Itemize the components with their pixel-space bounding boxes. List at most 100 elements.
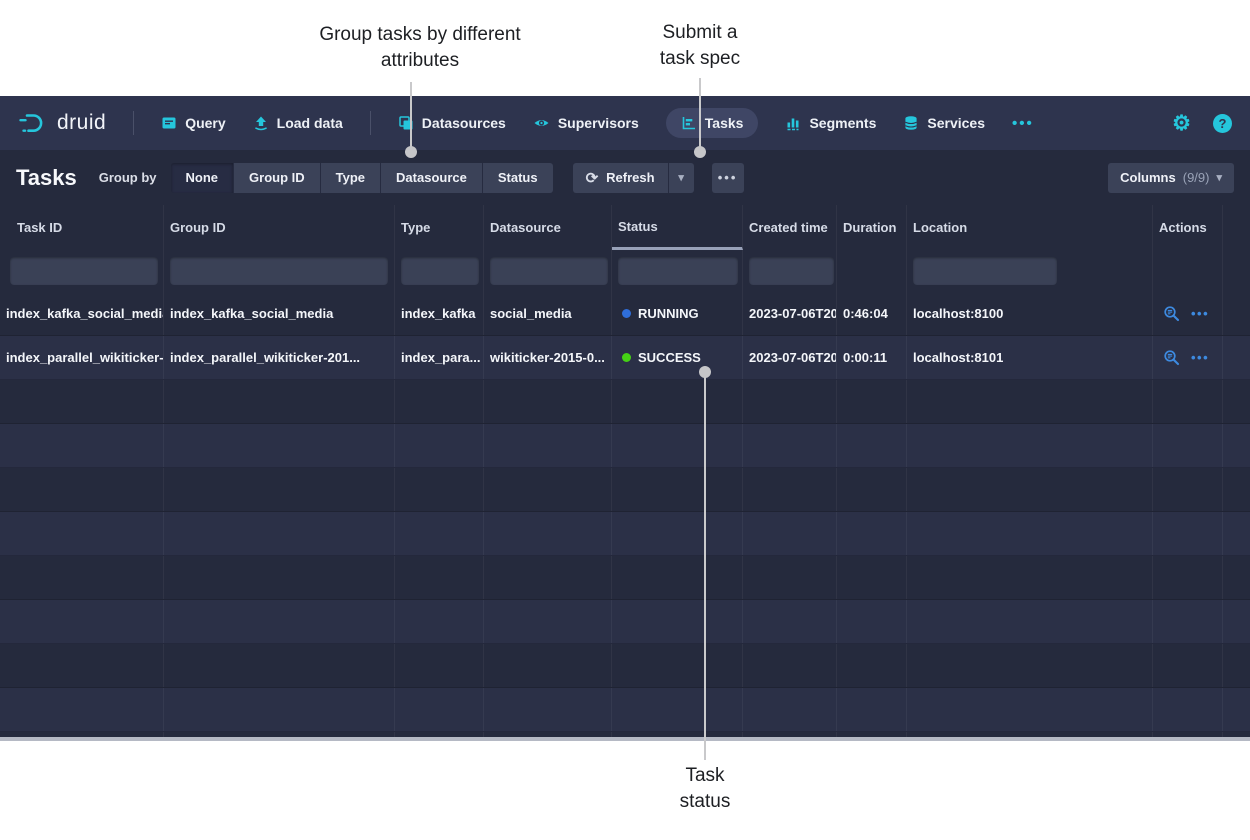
nav-item-label: Tasks — [705, 115, 744, 131]
groupby-callout-line1: Group tasks by different — [240, 22, 600, 48]
location-cell: localhost:8100 — [907, 292, 1153, 335]
empty-table-row — [0, 512, 1250, 556]
columns-picker-button[interactable]: Columns (9/9) ▾ — [1108, 163, 1234, 193]
column-header-location[interactable]: Location — [907, 205, 1153, 250]
group-by-type-button[interactable]: Type — [321, 163, 381, 193]
column-header-status[interactable]: Status — [612, 205, 743, 250]
caret-down-icon: ▾ — [678, 171, 684, 184]
table-body: index_kafka_social_media... index_kafka_… — [0, 292, 1250, 737]
services-icon — [903, 115, 919, 131]
nav-item-load-data[interactable]: Load data — [253, 115, 343, 131]
top-nav-bar: druid Query Load data — [0, 96, 1250, 150]
nav-item-services[interactable]: Services — [903, 115, 985, 131]
nav-divider — [370, 111, 371, 135]
nav-item-segments[interactable]: Segments — [785, 115, 876, 131]
refresh-caret-button[interactable]: ▾ — [668, 163, 694, 193]
submit-callout-line1: Submit a — [620, 20, 780, 46]
submit-task-button[interactable]: ••• — [712, 163, 744, 193]
column-header-duration[interactable]: Duration — [837, 205, 907, 250]
nav-item-query[interactable]: Query — [161, 115, 225, 131]
empty-table-row — [0, 688, 1250, 732]
nav-item-datasources[interactable]: Datasources — [398, 115, 506, 131]
nav-divider — [133, 111, 134, 135]
column-header-group-id[interactable]: Group ID — [164, 205, 395, 250]
group-id-filter-input[interactable] — [170, 257, 388, 285]
more-icon: ••• — [1012, 115, 1034, 132]
status-cell: RUNNING — [612, 292, 743, 335]
column-header-actions[interactable]: Actions — [1153, 205, 1223, 250]
type-cell: index_para... — [395, 336, 484, 379]
page-title: Tasks — [16, 165, 77, 191]
view-details-magnifier-icon[interactable] — [1163, 305, 1180, 322]
empty-table-row — [0, 380, 1250, 424]
group-id-cell: index_parallel_wikiticker-201... — [164, 336, 395, 379]
actions-cell: ••• — [1153, 292, 1223, 335]
created-time-filter-input[interactable] — [749, 257, 834, 285]
nav-item-label: Services — [927, 115, 985, 131]
columns-label: Columns — [1120, 170, 1176, 185]
table-filter-row — [0, 250, 1250, 292]
nav-item-tasks[interactable]: Tasks — [666, 108, 759, 138]
actions-filter-cell — [1153, 250, 1223, 292]
nav-item-label: Segments — [809, 115, 876, 131]
column-header-type[interactable]: Type — [395, 205, 484, 250]
status-filter-input[interactable] — [618, 257, 738, 285]
task-id-cell: index_parallel_wikiticker-2... — [0, 336, 164, 379]
location-cell: localhost:8101 — [907, 336, 1153, 379]
status-dot — [622, 353, 631, 362]
column-header-task-id[interactable]: Task ID — [0, 205, 164, 250]
type-filter-input[interactable] — [401, 257, 479, 285]
nav-item-label: Supervisors — [558, 115, 639, 131]
column-header-created-time[interactable]: Created time — [743, 205, 837, 250]
status-callout-line1: Task — [630, 763, 780, 789]
column-header-datasource[interactable]: Datasource — [484, 205, 612, 250]
table-header-row: Task ID Group ID Type Datasource Status … — [0, 205, 1250, 250]
groupby-callout-text: Group tasks by different attributes — [240, 22, 600, 74]
empty-table-row — [0, 468, 1250, 512]
columns-caret-icon: ▾ — [1216, 171, 1222, 184]
status-callout-text: Task status — [630, 763, 780, 815]
task-id-filter-input[interactable] — [10, 257, 158, 285]
empty-table-row — [0, 556, 1250, 600]
group-by-none-button[interactable]: None — [171, 163, 235, 193]
datasource-filter-input[interactable] — [490, 257, 608, 285]
tasks-icon — [681, 115, 697, 131]
created-time-cell: 2023-07-06T20:... — [743, 292, 837, 335]
empty-table-row — [0, 644, 1250, 688]
horizontal-scrollbar[interactable] — [0, 737, 1250, 741]
refresh-button[interactable]: ⟳ Refresh — [573, 169, 668, 187]
refresh-split-button: ⟳ Refresh ▾ — [573, 163, 694, 193]
location-filter-input[interactable] — [913, 257, 1057, 285]
actions-cell: ••• — [1153, 336, 1223, 379]
page: Group tasks by different attributes Subm… — [0, 0, 1250, 840]
tasks-toolbar: Tasks Group by None Group ID Type Dataso… — [0, 150, 1250, 205]
group-id-cell: index_kafka_social_media — [164, 292, 395, 335]
nav-more-menu-button[interactable]: ••• — [1012, 115, 1034, 132]
duration-filter-cell — [837, 250, 907, 292]
empty-rows — [0, 380, 1250, 737]
druid-logo[interactable]: druid — [18, 111, 106, 135]
table-row-running-task[interactable]: index_kafka_social_media... index_kafka_… — [0, 292, 1250, 336]
gear-icon[interactable]: ⚙ — [1172, 113, 1191, 134]
submit-callout-text: Submit a task spec — [620, 20, 780, 72]
duration-cell: 0:00:11 — [837, 336, 907, 379]
group-by-group-id-button[interactable]: Group ID — [234, 163, 321, 193]
empty-table-row — [0, 732, 1250, 737]
nav-item-supervisors[interactable]: Supervisors — [533, 115, 639, 131]
status-label: RUNNING — [638, 306, 699, 321]
status-dot — [622, 309, 631, 318]
row-more-actions-icon[interactable]: ••• — [1191, 350, 1209, 365]
query-icon — [161, 115, 177, 131]
row-more-actions-icon[interactable]: ••• — [1191, 306, 1209, 321]
table-row-success-task[interactable]: index_parallel_wikiticker-2... index_par… — [0, 336, 1250, 380]
druid-logo-icon — [18, 111, 48, 135]
task-id-cell: index_kafka_social_media... — [0, 292, 164, 335]
help-icon[interactable]: ? — [1213, 114, 1232, 133]
status-callout-line — [704, 377, 706, 760]
group-by-status-button[interactable]: Status — [483, 163, 553, 193]
type-cell: index_kafka — [395, 292, 484, 335]
druid-console-window: druid Query Load data — [0, 96, 1250, 741]
nav-item-label: Query — [185, 115, 225, 131]
group-by-datasource-button[interactable]: Datasource — [381, 163, 483, 193]
view-details-magnifier-icon[interactable] — [1163, 349, 1180, 366]
